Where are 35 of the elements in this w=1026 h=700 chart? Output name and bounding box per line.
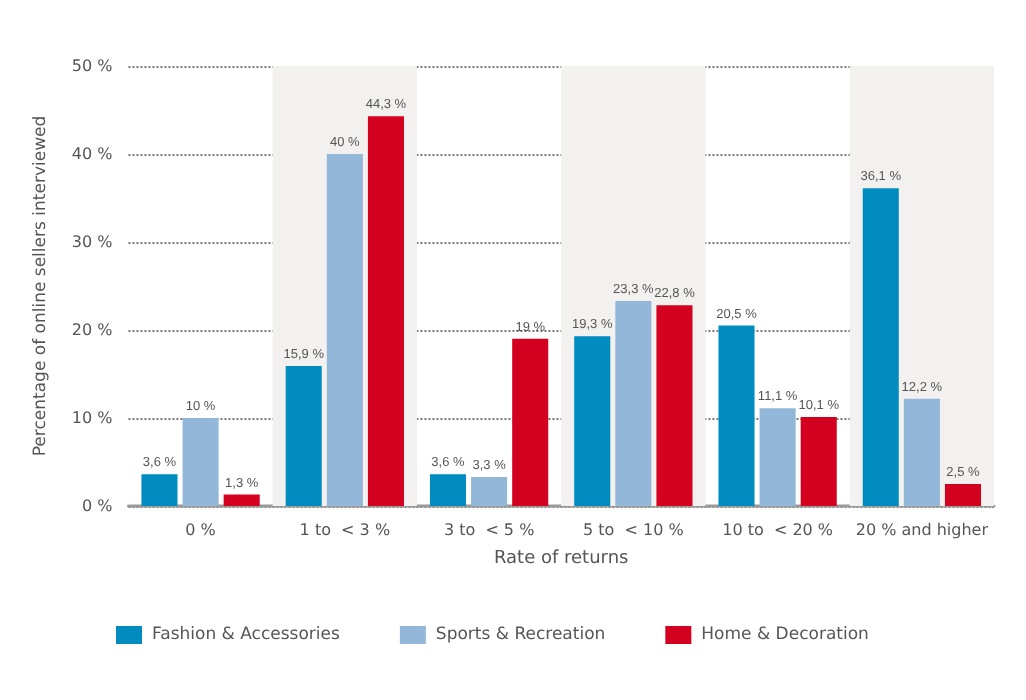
x-tick-label: 0 % (185, 521, 217, 539)
bar (367, 116, 404, 506)
y-tick-label: 40 % (71, 145, 114, 163)
x-axis-title: Rate of returns (493, 549, 630, 569)
x-tick-label: 5 to < 10 % (583, 521, 685, 539)
legend-label: Sports & Recreation (435, 625, 606, 645)
bar (862, 188, 899, 506)
bar (141, 474, 178, 506)
y-tick-label: 50 % (71, 57, 114, 75)
bar (285, 366, 322, 506)
bar (512, 338, 549, 506)
bar (471, 476, 508, 506)
y-tick-label: 10 % (71, 409, 114, 427)
bar (223, 494, 260, 506)
bar (944, 484, 982, 506)
y-tick-label: 0 % (81, 497, 114, 515)
bar (718, 325, 755, 506)
x-tick-label: 3 to < 5 % (443, 521, 536, 539)
x-tick-label: 1 to < 3 % (299, 521, 391, 539)
legend-label: Fashion & Accessories (152, 625, 341, 645)
bar (182, 418, 219, 506)
bar (615, 300, 652, 506)
y-axis-title: Percentage of online sellers interviewed (31, 115, 51, 457)
legend-label: Home & Decoration (701, 625, 869, 645)
x-tick-label: 20 % and higher (855, 521, 990, 539)
bar (429, 474, 467, 506)
bar (800, 417, 837, 506)
bar (759, 408, 796, 506)
x-tick-label: 10 to < 20 % (722, 521, 834, 539)
bar (903, 398, 940, 506)
bar (656, 305, 693, 506)
bar (326, 154, 363, 506)
bar (574, 336, 611, 506)
y-tick-label: 30 % (71, 233, 114, 251)
y-tick-label: 20 % (71, 321, 114, 339)
